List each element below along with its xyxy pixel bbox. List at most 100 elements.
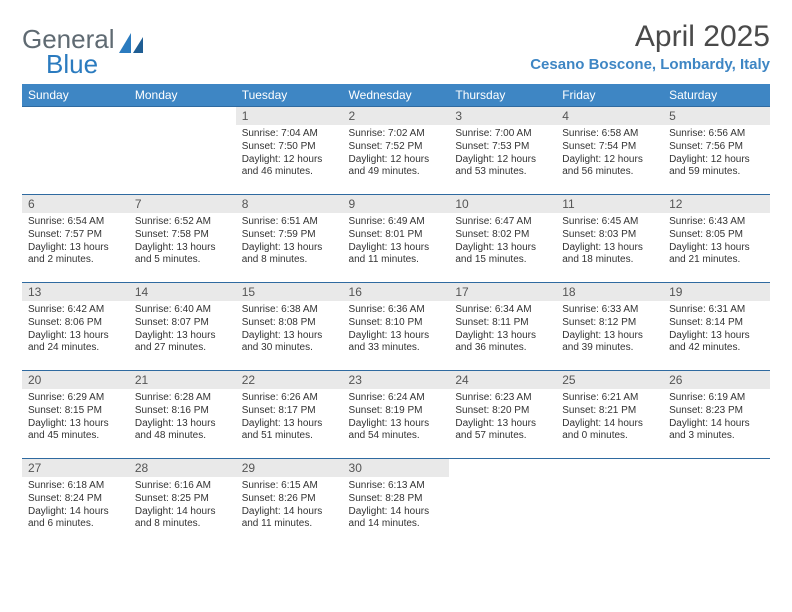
day-number: 6 [22, 195, 129, 213]
day-details: Sunrise: 6:56 AMSunset: 7:56 PMDaylight:… [663, 125, 770, 183]
daylight-line: Daylight: 13 hours and 48 minutes. [135, 418, 230, 444]
logo-sail-icon [119, 33, 145, 55]
calendar-cell: 16Sunrise: 6:36 AMSunset: 8:10 PMDayligh… [343, 283, 450, 371]
sunset-line: Sunset: 7:52 PM [349, 141, 444, 154]
daylight-line: Daylight: 12 hours and 46 minutes. [242, 154, 337, 180]
sunrise-line: Sunrise: 6:47 AM [455, 216, 550, 229]
day-number: 7 [129, 195, 236, 213]
location-label: Cesano Boscone, Lombardy, Italy [530, 56, 770, 73]
daylight-line: Daylight: 13 hours and 27 minutes. [135, 330, 230, 356]
sunrise-line: Sunrise: 7:02 AM [349, 128, 444, 141]
day-number: 21 [129, 371, 236, 389]
day-number: 26 [663, 371, 770, 389]
daylight-line: Daylight: 13 hours and 57 minutes. [455, 418, 550, 444]
day-number: 4 [556, 107, 663, 125]
day-details: Sunrise: 6:43 AMSunset: 8:05 PMDaylight:… [663, 213, 770, 271]
day-header: Wednesday [343, 84, 450, 107]
daylight-line: Daylight: 13 hours and 11 minutes. [349, 242, 444, 268]
day-details: Sunrise: 6:54 AMSunset: 7:57 PMDaylight:… [22, 213, 129, 271]
calendar-cell: 7Sunrise: 6:52 AMSunset: 7:58 PMDaylight… [129, 195, 236, 283]
sunrise-line: Sunrise: 6:26 AM [242, 392, 337, 405]
day-number: 11 [556, 195, 663, 213]
day-header: Tuesday [236, 84, 343, 107]
day-number: 10 [449, 195, 556, 213]
calendar-cell: 12Sunrise: 6:43 AMSunset: 8:05 PMDayligh… [663, 195, 770, 283]
daylight-line: Daylight: 14 hours and 14 minutes. [349, 506, 444, 532]
sunset-line: Sunset: 8:01 PM [349, 229, 444, 242]
day-details: Sunrise: 7:04 AMSunset: 7:50 PMDaylight:… [236, 125, 343, 183]
day-header: Sunday [22, 84, 129, 107]
day-header: Friday [556, 84, 663, 107]
calendar-cell: 6Sunrise: 6:54 AMSunset: 7:57 PMDaylight… [22, 195, 129, 283]
day-details: Sunrise: 6:49 AMSunset: 8:01 PMDaylight:… [343, 213, 450, 271]
calendar-cell: 10Sunrise: 6:47 AMSunset: 8:02 PMDayligh… [449, 195, 556, 283]
sunrise-line: Sunrise: 6:54 AM [28, 216, 123, 229]
sunset-line: Sunset: 8:25 PM [135, 493, 230, 506]
daylight-line: Daylight: 13 hours and 39 minutes. [562, 330, 657, 356]
sunset-line: Sunset: 8:11 PM [455, 317, 550, 330]
day-details: Sunrise: 7:02 AMSunset: 7:52 PMDaylight:… [343, 125, 450, 183]
sunset-line: Sunset: 8:07 PM [135, 317, 230, 330]
day-details: Sunrise: 6:40 AMSunset: 8:07 PMDaylight:… [129, 301, 236, 359]
sunrise-line: Sunrise: 6:28 AM [135, 392, 230, 405]
day-details: Sunrise: 6:19 AMSunset: 8:23 PMDaylight:… [663, 389, 770, 447]
sunrise-line: Sunrise: 6:19 AM [669, 392, 764, 405]
calendar-cell: 9Sunrise: 6:49 AMSunset: 8:01 PMDaylight… [343, 195, 450, 283]
sunset-line: Sunset: 8:21 PM [562, 405, 657, 418]
calendar-cell: 22Sunrise: 6:26 AMSunset: 8:17 PMDayligh… [236, 371, 343, 459]
day-header: Saturday [663, 84, 770, 107]
daylight-line: Daylight: 13 hours and 21 minutes. [669, 242, 764, 268]
day-details: Sunrise: 6:24 AMSunset: 8:19 PMDaylight:… [343, 389, 450, 447]
header: General Blue April 2025 Cesano Boscone, … [22, 20, 770, 80]
sunset-line: Sunset: 8:08 PM [242, 317, 337, 330]
calendar-table: SundayMondayTuesdayWednesdayThursdayFrid… [22, 84, 770, 547]
day-header: Monday [129, 84, 236, 107]
calendar-cell: 29Sunrise: 6:15 AMSunset: 8:26 PMDayligh… [236, 459, 343, 547]
day-details: Sunrise: 6:16 AMSunset: 8:25 PMDaylight:… [129, 477, 236, 535]
calendar-cell: 27Sunrise: 6:18 AMSunset: 8:24 PMDayligh… [22, 459, 129, 547]
sunset-line: Sunset: 7:58 PM [135, 229, 230, 242]
calendar-cell: 14Sunrise: 6:40 AMSunset: 8:07 PMDayligh… [129, 283, 236, 371]
daylight-line: Daylight: 13 hours and 5 minutes. [135, 242, 230, 268]
sunset-line: Sunset: 8:10 PM [349, 317, 444, 330]
daylight-line: Daylight: 13 hours and 2 minutes. [28, 242, 123, 268]
calendar-cell: 21Sunrise: 6:28 AMSunset: 8:16 PMDayligh… [129, 371, 236, 459]
sunset-line: Sunset: 7:57 PM [28, 229, 123, 242]
day-header-row: SundayMondayTuesdayWednesdayThursdayFrid… [22, 84, 770, 107]
daylight-line: Daylight: 13 hours and 24 minutes. [28, 330, 123, 356]
daylight-line: Daylight: 14 hours and 6 minutes. [28, 506, 123, 532]
day-details: Sunrise: 6:31 AMSunset: 8:14 PMDaylight:… [663, 301, 770, 359]
sunset-line: Sunset: 8:19 PM [349, 405, 444, 418]
day-details: Sunrise: 6:21 AMSunset: 8:21 PMDaylight:… [556, 389, 663, 447]
daylight-line: Daylight: 12 hours and 56 minutes. [562, 154, 657, 180]
calendar-cell: 30Sunrise: 6:13 AMSunset: 8:28 PMDayligh… [343, 459, 450, 547]
day-details: Sunrise: 6:23 AMSunset: 8:20 PMDaylight:… [449, 389, 556, 447]
day-number: 18 [556, 283, 663, 301]
day-details: Sunrise: 7:00 AMSunset: 7:53 PMDaylight:… [449, 125, 556, 183]
daylight-line: Daylight: 13 hours and 51 minutes. [242, 418, 337, 444]
day-number: 9 [343, 195, 450, 213]
calendar-cell [22, 107, 129, 195]
daylight-line: Daylight: 13 hours and 15 minutes. [455, 242, 550, 268]
sunrise-line: Sunrise: 6:36 AM [349, 304, 444, 317]
sunset-line: Sunset: 7:56 PM [669, 141, 764, 154]
day-number: 24 [449, 371, 556, 389]
day-details: Sunrise: 6:13 AMSunset: 8:28 PMDaylight:… [343, 477, 450, 535]
day-details: Sunrise: 6:33 AMSunset: 8:12 PMDaylight:… [556, 301, 663, 359]
calendar-cell: 3Sunrise: 7:00 AMSunset: 7:53 PMDaylight… [449, 107, 556, 195]
daylight-line: Daylight: 14 hours and 11 minutes. [242, 506, 337, 532]
day-number: 8 [236, 195, 343, 213]
calendar-cell [556, 459, 663, 547]
daylight-line: Daylight: 13 hours and 8 minutes. [242, 242, 337, 268]
calendar-cell: 18Sunrise: 6:33 AMSunset: 8:12 PMDayligh… [556, 283, 663, 371]
calendar-cell: 28Sunrise: 6:16 AMSunset: 8:25 PMDayligh… [129, 459, 236, 547]
day-number: 27 [22, 459, 129, 477]
sunset-line: Sunset: 8:12 PM [562, 317, 657, 330]
calendar-cell: 1Sunrise: 7:04 AMSunset: 7:50 PMDaylight… [236, 107, 343, 195]
daylight-line: Daylight: 13 hours and 30 minutes. [242, 330, 337, 356]
sunset-line: Sunset: 8:20 PM [455, 405, 550, 418]
day-details: Sunrise: 6:18 AMSunset: 8:24 PMDaylight:… [22, 477, 129, 535]
day-number: 17 [449, 283, 556, 301]
calendar-cell: 25Sunrise: 6:21 AMSunset: 8:21 PMDayligh… [556, 371, 663, 459]
sunrise-line: Sunrise: 6:13 AM [349, 480, 444, 493]
